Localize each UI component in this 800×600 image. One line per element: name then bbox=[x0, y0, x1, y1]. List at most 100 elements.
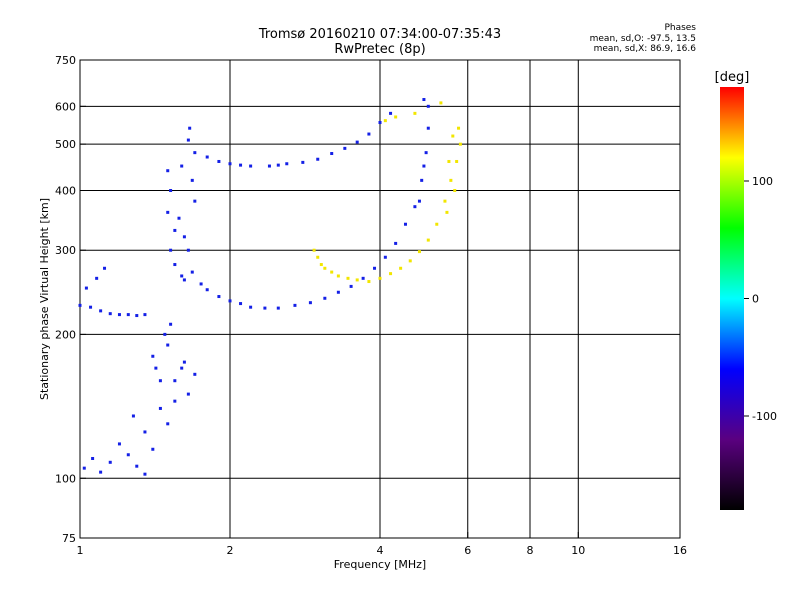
chart-subtitle: RwPretec (8p) bbox=[334, 42, 426, 57]
o-mode-echo-point bbox=[84, 286, 88, 290]
o-mode-echo-point bbox=[378, 121, 382, 125]
y-tick-label: 300 bbox=[55, 244, 76, 257]
x-mode-echo-point bbox=[394, 115, 398, 119]
o-mode-echo-point bbox=[190, 178, 194, 182]
y-tick-label: 600 bbox=[55, 100, 76, 113]
o-mode-echo-point bbox=[151, 447, 155, 451]
o-mode-echo-point bbox=[249, 164, 253, 168]
o-mode-echo-point bbox=[308, 301, 312, 305]
x-mode-echo-point bbox=[453, 188, 457, 192]
o-mode-echo-point bbox=[188, 126, 192, 130]
o-mode-echo-point bbox=[367, 132, 371, 136]
o-mode-echo-point bbox=[143, 472, 147, 476]
x-mode-echo-point bbox=[378, 276, 382, 280]
x-mode-echo-point bbox=[367, 280, 371, 284]
o-mode-echo-point bbox=[180, 164, 184, 168]
chart-title: Tromsø 20160210 07:34:00-07:35:43 bbox=[258, 27, 502, 42]
o-mode-echo-point bbox=[126, 313, 130, 317]
o-mode-echo-point bbox=[169, 322, 173, 326]
colorbar-tick-label: 100 bbox=[752, 175, 773, 188]
o-mode-echo-point bbox=[173, 228, 177, 232]
o-mode-echo-point bbox=[103, 266, 107, 270]
o-mode-echo-point bbox=[249, 305, 253, 309]
o-mode-echo-point bbox=[173, 399, 177, 403]
o-mode-echo-point bbox=[417, 199, 421, 203]
o-mode-echo-point bbox=[190, 270, 194, 274]
colorbar-tick-label: 0 bbox=[752, 293, 759, 306]
x-mode-echo-point bbox=[447, 159, 451, 163]
y-tick-label: 750 bbox=[55, 54, 76, 67]
o-mode-echo-point bbox=[343, 146, 347, 150]
o-mode-echo-point bbox=[355, 140, 359, 144]
x-mode-echo-point bbox=[439, 101, 443, 105]
o-mode-echo-point bbox=[349, 284, 353, 288]
o-mode-echo-point bbox=[217, 295, 221, 299]
colorbar bbox=[720, 87, 744, 510]
o-mode-echo-point bbox=[166, 422, 170, 426]
x-mode-echo-point bbox=[330, 270, 334, 274]
o-mode-echo-point bbox=[422, 98, 426, 102]
o-mode-echo-point bbox=[108, 460, 112, 464]
o-mode-echo-point bbox=[394, 241, 398, 245]
o-mode-echo-point bbox=[205, 155, 209, 159]
x-mode-echo-point bbox=[408, 259, 412, 263]
x-mode-echo-point bbox=[383, 119, 387, 123]
x-mode-echo-point bbox=[312, 248, 316, 252]
o-mode-echo-point bbox=[267, 164, 271, 168]
o-mode-echo-point bbox=[99, 309, 103, 313]
o-mode-echo-point bbox=[186, 248, 190, 252]
o-mode-echo-point bbox=[89, 305, 93, 309]
o-mode-echo-point bbox=[166, 343, 170, 347]
o-mode-echo-point bbox=[316, 157, 320, 161]
o-mode-echo-point bbox=[239, 302, 243, 306]
x-mode-echo-point bbox=[443, 199, 447, 203]
y-tick-label: 75 bbox=[62, 532, 76, 545]
o-mode-echo-point bbox=[177, 216, 181, 220]
phase-stats-x-mode: mean, sd,X: 86.9, 16.6 bbox=[593, 44, 696, 54]
o-mode-echo-point bbox=[426, 126, 430, 130]
x-mode-echo-point bbox=[399, 266, 403, 270]
x-mode-echo-point bbox=[319, 263, 323, 267]
x-mode-echo-point bbox=[449, 178, 453, 182]
x-tick-label: 16 bbox=[673, 544, 687, 557]
x-mode-echo-point bbox=[426, 238, 430, 242]
x-tick-label: 1 bbox=[77, 544, 84, 557]
o-mode-echo-point bbox=[205, 288, 209, 292]
o-mode-echo-point bbox=[293, 303, 297, 307]
x-axis-label: Frequency [MHz] bbox=[334, 558, 426, 571]
x-mode-echo-point bbox=[389, 272, 393, 276]
x-tick-label: 6 bbox=[464, 544, 471, 557]
o-mode-echo-point bbox=[78, 303, 82, 307]
o-mode-echo-point bbox=[403, 222, 407, 226]
o-mode-echo-point bbox=[99, 470, 103, 474]
o-mode-echo-point bbox=[180, 366, 184, 370]
o-mode-echo-point bbox=[135, 464, 139, 468]
o-mode-echo-point bbox=[301, 160, 305, 164]
x-tick-label: 4 bbox=[377, 544, 384, 557]
y-tick-label: 100 bbox=[55, 472, 76, 485]
o-mode-echo-point bbox=[143, 313, 147, 317]
x-tick-label: 10 bbox=[571, 544, 585, 557]
x-mode-echo-point bbox=[455, 159, 459, 163]
o-mode-echo-point bbox=[193, 199, 197, 203]
y-axis-label: Stationary phase Virtual Height [km] bbox=[38, 198, 51, 400]
o-mode-echo-point bbox=[182, 235, 186, 239]
o-mode-echo-point bbox=[420, 178, 424, 182]
o-mode-echo-point bbox=[173, 263, 177, 267]
y-tick-label: 500 bbox=[55, 138, 76, 151]
o-mode-echo-point bbox=[383, 255, 387, 259]
x-mode-echo-point bbox=[457, 126, 461, 130]
o-mode-echo-point bbox=[413, 205, 417, 209]
o-mode-echo-point bbox=[91, 456, 95, 460]
o-mode-echo-point bbox=[330, 152, 334, 156]
o-mode-echo-point bbox=[186, 138, 190, 142]
o-mode-echo-point bbox=[323, 296, 327, 300]
o-mode-echo-point bbox=[424, 151, 428, 155]
o-mode-echo-point bbox=[239, 163, 243, 167]
o-mode-echo-point bbox=[180, 274, 184, 278]
o-mode-echo-point bbox=[361, 276, 365, 280]
x-mode-echo-point bbox=[323, 266, 327, 270]
o-mode-echo-point bbox=[336, 290, 340, 294]
x-mode-echo-point bbox=[316, 255, 320, 259]
o-mode-echo-point bbox=[163, 332, 167, 336]
